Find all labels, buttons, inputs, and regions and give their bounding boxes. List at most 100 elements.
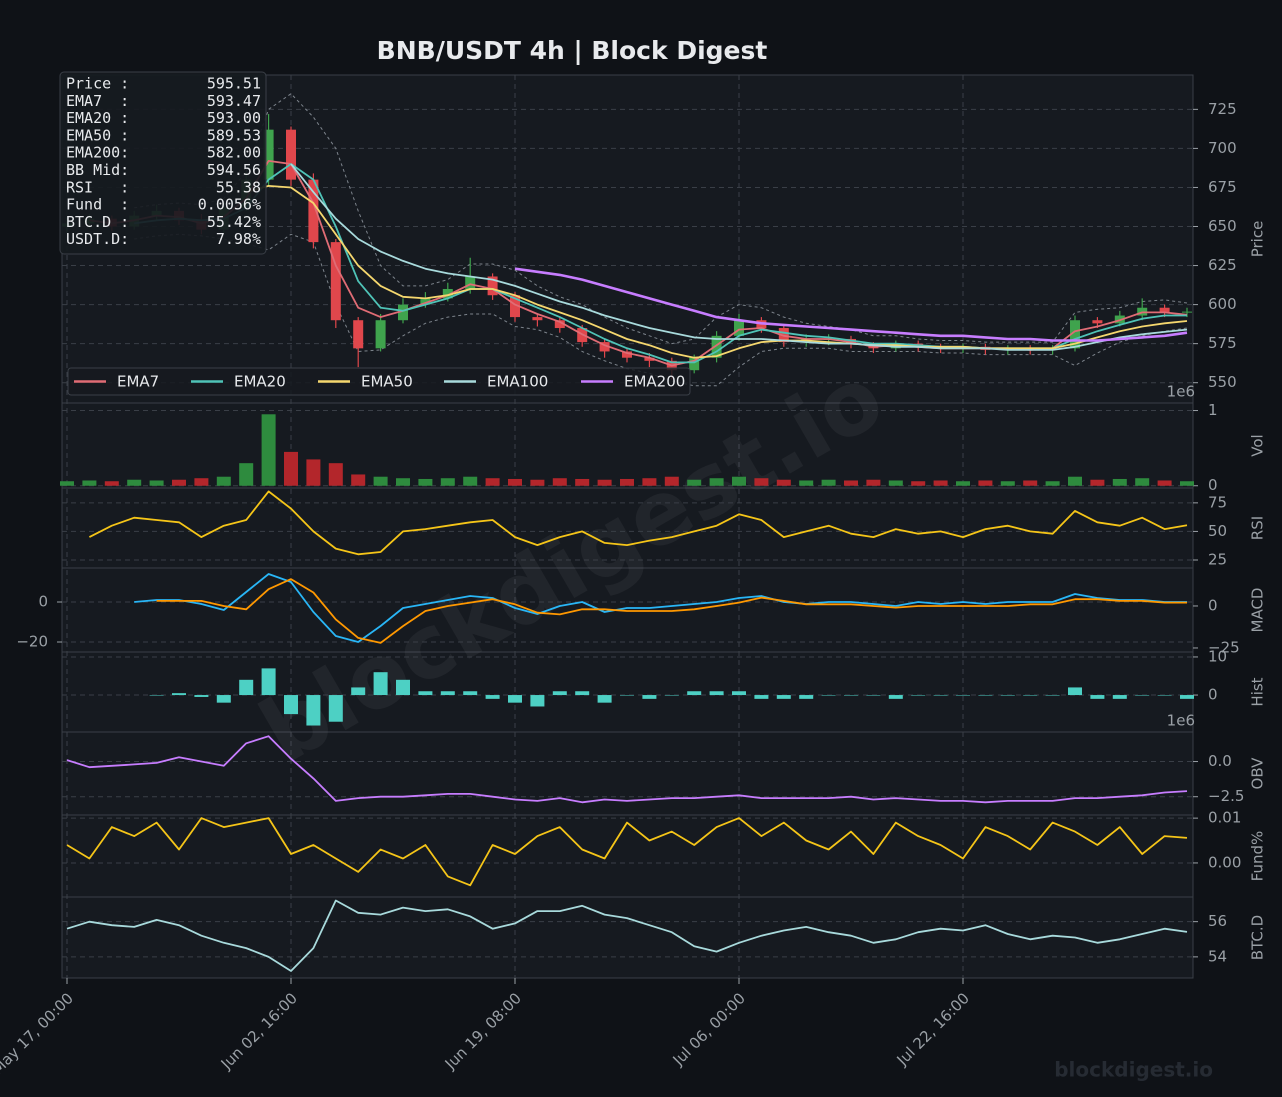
- line: [156, 578, 1187, 644]
- bar: [754, 695, 769, 699]
- panel: [61, 814, 1194, 898]
- line: [514, 267, 1188, 342]
- y-tick-label: 550: [1208, 373, 1237, 391]
- bar: [351, 474, 366, 486]
- candle-body: [1092, 320, 1103, 324]
- bar: [575, 691, 590, 696]
- candle-body: [689, 357, 700, 371]
- legend-label: EMA200: [624, 373, 685, 391]
- candle-body: [711, 335, 722, 358]
- bar: [82, 480, 97, 486]
- bar: [1000, 695, 1015, 696]
- bar: [328, 695, 343, 722]
- info-value: 594.56: [207, 161, 261, 179]
- y-tick-label: 1: [1208, 401, 1218, 419]
- bar: [664, 476, 679, 486]
- bar: [216, 695, 231, 703]
- bar: [194, 478, 209, 486]
- bar: [776, 479, 791, 486]
- bar: [799, 480, 814, 486]
- bar: [709, 691, 724, 696]
- bar: [732, 691, 746, 696]
- y-tick-label: 50: [1208, 522, 1227, 540]
- bar: [284, 695, 298, 715]
- bar: [732, 476, 746, 486]
- line: [290, 163, 1188, 351]
- y-tick-label: 56: [1208, 912, 1227, 930]
- bar: [1090, 695, 1105, 699]
- info-label: BB Mid:: [66, 161, 129, 179]
- bar: [440, 691, 455, 696]
- bar: [911, 481, 926, 486]
- bar: [709, 478, 724, 486]
- candle-body: [734, 320, 744, 336]
- legend-label: EMA7: [117, 373, 159, 391]
- bar: [1157, 480, 1172, 486]
- bar: [104, 481, 119, 486]
- bar: [956, 481, 970, 486]
- y-axis-label: Price: [1249, 221, 1267, 258]
- bar: [1023, 480, 1038, 486]
- bar: [888, 695, 903, 699]
- candle-body: [353, 320, 364, 349]
- footer-watermark: blockdigest.io: [1054, 1058, 1213, 1082]
- candle-body: [1070, 320, 1080, 349]
- bar: [239, 679, 254, 696]
- candle-body: [554, 320, 565, 329]
- candle-body: [465, 276, 476, 289]
- y-axis-label: Vol: [1249, 434, 1267, 456]
- bar: [508, 478, 522, 486]
- y-tick-label: 25: [1208, 551, 1227, 569]
- bar: [552, 691, 567, 696]
- bar: [1135, 695, 1150, 696]
- info-label: EMA200:: [66, 144, 129, 162]
- info-label: Fund :: [66, 196, 129, 214]
- candle-body: [1159, 307, 1170, 313]
- y-tick-label: 0.0: [1208, 752, 1232, 770]
- line: [66, 899, 1188, 972]
- panel: [61, 567, 1194, 653]
- candle-body: [330, 242, 341, 321]
- bar: [306, 695, 321, 726]
- info-value: 55.38: [216, 178, 261, 196]
- legend-label: EMA50: [361, 373, 413, 391]
- y-tick-label: 600: [1208, 295, 1237, 313]
- y-tick-label: 0.01: [1208, 809, 1241, 827]
- bar: [888, 480, 903, 486]
- bar: [933, 480, 948, 486]
- bar: [956, 695, 970, 696]
- bar: [261, 668, 276, 696]
- info-value: 593.47: [207, 92, 261, 110]
- line: [134, 573, 1187, 643]
- info-label: EMA20 :: [66, 109, 129, 127]
- y-tick-label: −20: [16, 633, 48, 651]
- y-tick-label: 650: [1208, 217, 1237, 235]
- info-value: 582.00: [207, 144, 261, 162]
- bar: [463, 476, 478, 486]
- candle-body: [599, 342, 610, 352]
- y-tick-label: 575: [1208, 334, 1237, 352]
- bar: [776, 695, 791, 699]
- bar: [1045, 695, 1060, 696]
- bar: [194, 695, 209, 697]
- y-axis-label: BTC.D: [1249, 915, 1267, 960]
- bar: [530, 479, 545, 486]
- y-axis-label: Hist: [1249, 677, 1267, 706]
- candle-body: [375, 320, 386, 349]
- bar: [866, 695, 881, 696]
- y-tick-label: 0: [1208, 476, 1218, 494]
- info-value: 589.53: [207, 126, 261, 144]
- bar: [866, 479, 881, 486]
- bar: [1023, 695, 1038, 696]
- bar: [978, 695, 993, 696]
- y2-tick-label: 0: [1208, 596, 1218, 614]
- line: [245, 185, 1188, 359]
- bar: [911, 695, 926, 696]
- legend-label: EMA100: [487, 373, 548, 391]
- candle-body: [263, 129, 274, 180]
- candle-body: [1182, 311, 1192, 313]
- bar: [1112, 695, 1127, 699]
- candle-body: [308, 179, 319, 243]
- bar: [1068, 687, 1082, 696]
- line: [66, 817, 1188, 887]
